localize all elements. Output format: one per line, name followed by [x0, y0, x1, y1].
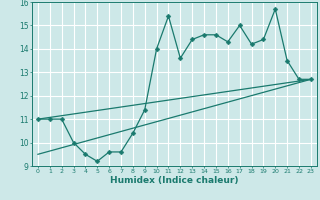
- X-axis label: Humidex (Indice chaleur): Humidex (Indice chaleur): [110, 176, 239, 185]
